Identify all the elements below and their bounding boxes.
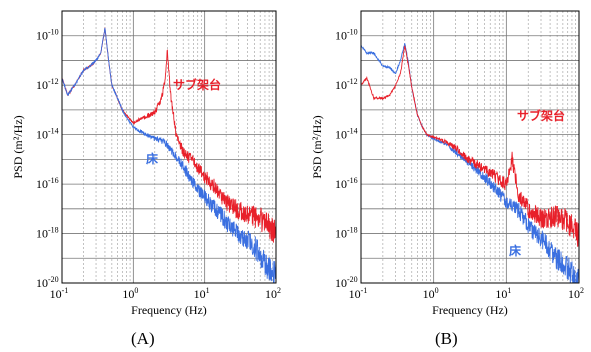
y-tick-label: 10-10: [36, 28, 59, 43]
plot-frame: [61, 10, 277, 284]
y-tick-label: 10-14: [36, 127, 59, 142]
x-tick-label: 100: [423, 286, 439, 301]
x-axis-label: Frequency (Hz): [432, 303, 508, 317]
psd-chart-a: 10-1 100 101 102 10-20 10-18 10-16 10-14 10-12 10…: [11, 10, 281, 317]
x-tick-label: 101: [194, 286, 210, 301]
series-label-floor: 床: [146, 151, 159, 166]
series-line-floor: [361, 43, 579, 283]
x-tick-label: 10-1: [50, 286, 69, 301]
x-tick-label: 10-1: [349, 286, 368, 301]
grid: [62, 11, 276, 283]
y-axis-label: PSD (m²/Hz): [11, 115, 25, 178]
x-tick-label: 100: [122, 286, 138, 301]
y-tick-label: 10-18: [36, 226, 59, 241]
series-line-sub-frame: [361, 45, 579, 247]
series-label-sub-frame: サブ架台: [173, 77, 221, 92]
y-tick-label: 10-12: [36, 77, 59, 92]
series-label-floor: 床: [509, 243, 522, 258]
y-tick-label: 10-18: [335, 226, 358, 241]
chart-panel-a: 10-1 100 101 102 10-20 10-18 10-16 10-14 10-12 10…: [0, 0, 295, 352]
grid: [361, 11, 579, 283]
panel-label-a: (A): [131, 329, 155, 348]
x-axis-label: Frequency (Hz): [131, 303, 207, 317]
y-tick-label: 10-12: [335, 77, 358, 92]
y-tick-label: 10-16: [335, 176, 358, 191]
series-line-floor: [62, 27, 276, 283]
chart-panel-b: 10-1 100 101 102 10-20 10-18 10-16 10-14 10-12 10…: [296, 0, 591, 352]
series-line-sub-frame: [62, 27, 276, 243]
y-axis-label: PSD (m²/Hz): [310, 115, 324, 178]
x-tick-label: 102: [265, 286, 281, 301]
y-tick-label: 10-14: [335, 127, 358, 142]
x-tick-label: 101: [495, 286, 511, 301]
y-tick-label: 10-20: [36, 275, 59, 290]
plot-frame: [360, 10, 580, 284]
psd-chart-b: 10-1 100 101 102 10-20 10-18 10-16 10-14 10-12 10…: [310, 10, 584, 317]
x-tick-label: 102: [568, 286, 584, 301]
panel-label-b: (B): [435, 329, 458, 348]
series-label-sub-frame: サブ架台: [517, 108, 565, 123]
y-tick-label: 10-20: [335, 275, 358, 290]
y-tick-label: 10-16: [36, 176, 59, 191]
y-tick-label: 10-10: [335, 28, 358, 43]
